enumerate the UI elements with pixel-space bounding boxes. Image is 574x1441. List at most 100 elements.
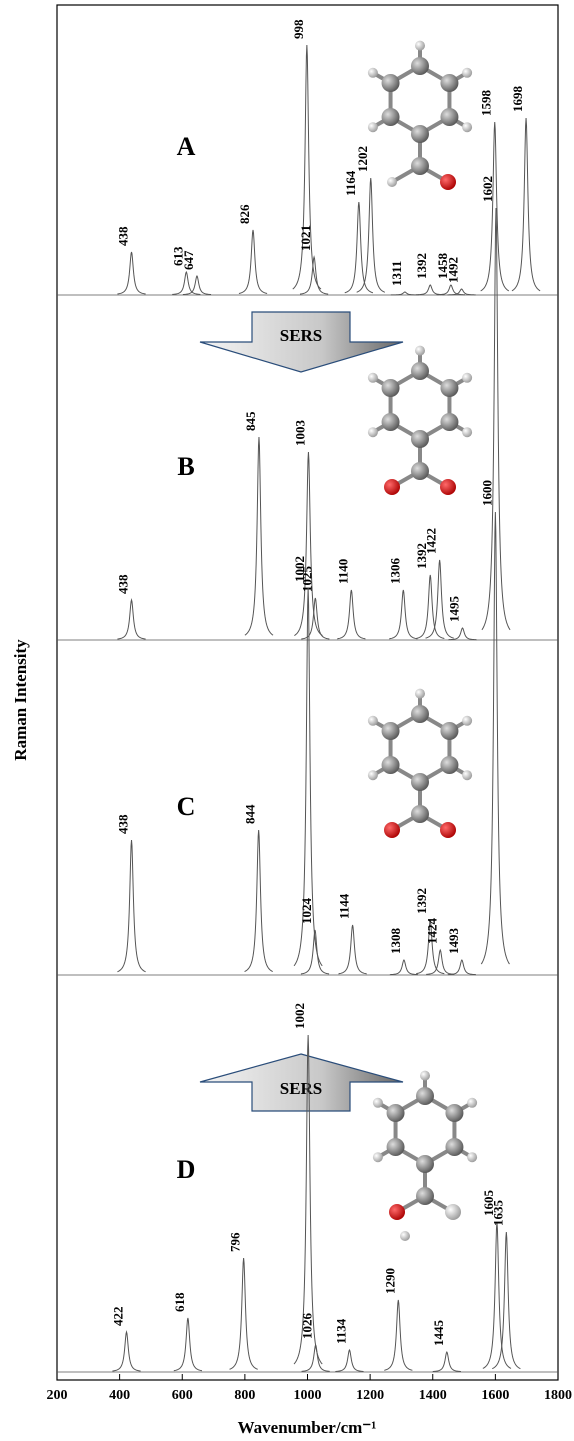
peak-label: 1002: [292, 1003, 307, 1029]
peak: [239, 230, 267, 293]
peak-label: 1635: [490, 1200, 505, 1227]
panel-label: A: [177, 132, 196, 161]
peak: [112, 1332, 140, 1371]
atom: [411, 462, 429, 480]
peak-label: 1021: [298, 225, 313, 251]
atom: [462, 427, 472, 437]
peak-label: 1140: [335, 559, 350, 584]
peak-label: 618: [172, 1292, 187, 1312]
atom: [462, 373, 472, 383]
atom: [389, 1204, 405, 1220]
atom: [440, 479, 456, 495]
atom: [440, 379, 458, 397]
peak-label: 422: [111, 1307, 126, 1327]
atom: [411, 57, 429, 75]
atom: [411, 125, 429, 143]
peak: [384, 1300, 412, 1370]
y-axis-title: Raman Intensity: [11, 639, 30, 761]
panel-label: D: [177, 1155, 196, 1184]
atom: [415, 41, 425, 51]
peak: [245, 830, 273, 972]
peak-label: 1026: [300, 1313, 315, 1340]
atom: [382, 722, 400, 740]
peak: [117, 252, 145, 294]
peak-label: 826: [237, 204, 252, 224]
peak: [416, 575, 444, 638]
x-tick-label: 800: [234, 1388, 255, 1403]
atom: [411, 773, 429, 791]
peak-label: 1492: [446, 257, 461, 283]
peak: [337, 590, 365, 639]
peak: [433, 1352, 461, 1372]
peak: [245, 437, 273, 635]
peak: [339, 925, 367, 974]
atom: [368, 373, 378, 383]
peak: [416, 285, 444, 295]
atom: [415, 346, 425, 356]
plot-frame: [57, 5, 558, 1380]
atom: [382, 756, 400, 774]
peak-label: 1495: [446, 596, 461, 623]
x-tick-label: 600: [172, 1388, 193, 1403]
atom: [440, 822, 456, 838]
atom: [368, 427, 378, 437]
atom: [440, 722, 458, 740]
atom: [462, 716, 472, 726]
peak-label: 438: [116, 226, 131, 246]
peak-label: 647: [181, 250, 196, 270]
peak-label: 1134: [333, 1318, 348, 1344]
atom: [416, 1087, 434, 1105]
atom: [382, 379, 400, 397]
peak: [230, 1258, 258, 1369]
peak-label: 1306: [387, 558, 402, 585]
atom: [384, 822, 400, 838]
x-axis-title: Wavenumber/cm⁻¹: [238, 1418, 377, 1437]
x-tick-label: 1400: [419, 1388, 447, 1403]
peak: [293, 45, 321, 289]
peak-label: 1024: [299, 898, 314, 925]
atom: [400, 1231, 410, 1241]
atom: [462, 122, 472, 132]
x-tick-label: 1000: [294, 1388, 322, 1403]
atom: [445, 1104, 463, 1122]
atom: [411, 362, 429, 380]
atom: [462, 770, 472, 780]
peak-label: 438: [116, 574, 131, 594]
peak: [174, 1318, 202, 1371]
chart: Wavenumber/cm⁻¹ Raman Intensity SERS SER…: [0, 0, 574, 1441]
atom: [387, 1104, 405, 1122]
peak-label: 844: [243, 804, 258, 824]
peak-label: 1002: [292, 556, 307, 582]
sers-label: SERS: [280, 326, 323, 345]
peak: [391, 292, 419, 295]
peak-label: 1698: [510, 86, 525, 113]
atom: [373, 1152, 383, 1162]
atom: [382, 108, 400, 126]
peak-label: 1308: [388, 928, 403, 955]
panel-label: C: [177, 792, 196, 821]
peak-label: 1164: [343, 170, 358, 196]
atom: [467, 1098, 477, 1108]
sers-label: SERS: [280, 1079, 323, 1098]
atom: [420, 1071, 430, 1081]
atom: [440, 108, 458, 126]
peak: [447, 289, 475, 295]
peak-label: 1290: [382, 1268, 397, 1294]
x-tick-label: 1200: [356, 1388, 384, 1403]
peak-label: 845: [243, 411, 258, 431]
peak: [117, 840, 145, 972]
panel-label: B: [177, 452, 194, 481]
peak-label: 1600: [479, 480, 494, 506]
peak: [335, 1350, 363, 1371]
peak: [301, 598, 329, 639]
peak-label: 1445: [431, 1320, 446, 1347]
peak: [183, 276, 211, 295]
atom: [411, 430, 429, 448]
peak-label: 1424: [424, 918, 439, 945]
peak: [117, 600, 145, 639]
atom: [416, 1155, 434, 1173]
atom: [445, 1138, 463, 1156]
atom: [416, 1187, 434, 1205]
peak: [481, 512, 509, 964]
molecules: [368, 41, 477, 1241]
